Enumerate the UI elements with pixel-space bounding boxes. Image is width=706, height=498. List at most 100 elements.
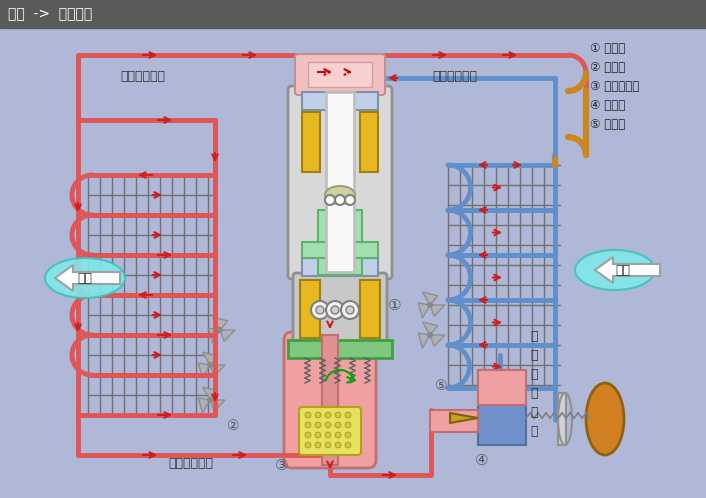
FancyBboxPatch shape	[295, 54, 385, 95]
Text: 高温高压气态: 高温高压气态	[120, 70, 165, 83]
FancyBboxPatch shape	[284, 332, 376, 468]
Bar	[300, 280, 320, 338]
Polygon shape	[418, 333, 430, 348]
Polygon shape	[595, 257, 660, 283]
Circle shape	[311, 301, 329, 319]
Text: 中温高压液态: 中温高压液态	[168, 457, 213, 470]
Bar	[302, 92, 378, 110]
Circle shape	[427, 302, 433, 308]
Bar	[360, 112, 378, 172]
FancyBboxPatch shape	[288, 86, 392, 279]
Text: ⑤ 蔓发器: ⑤ 蔓发器	[590, 118, 626, 130]
Bar	[0, 0, 706, 28]
Polygon shape	[213, 317, 228, 330]
Polygon shape	[210, 365, 225, 376]
Circle shape	[305, 422, 311, 428]
Bar	[302, 258, 378, 276]
Polygon shape	[418, 303, 430, 318]
Text: ③ 储液干燥器: ③ 储液干燥器	[590, 80, 639, 93]
Text: ①: ①	[388, 298, 402, 313]
Circle shape	[315, 442, 321, 448]
Circle shape	[305, 442, 311, 448]
Circle shape	[341, 301, 359, 319]
Circle shape	[345, 412, 351, 418]
Circle shape	[335, 412, 341, 418]
Text: 低: 低	[530, 368, 537, 381]
Text: 吸热: 吸热	[615, 263, 630, 276]
Ellipse shape	[325, 186, 355, 204]
Circle shape	[345, 422, 351, 428]
Ellipse shape	[586, 383, 624, 455]
Circle shape	[325, 442, 331, 448]
Polygon shape	[203, 352, 217, 365]
Bar	[326, 92, 354, 272]
Bar	[360, 280, 380, 338]
Polygon shape	[422, 322, 438, 335]
Text: ④: ④	[475, 453, 489, 468]
Circle shape	[345, 442, 351, 448]
Text: 态: 态	[530, 425, 537, 438]
Circle shape	[346, 306, 354, 314]
Polygon shape	[208, 328, 220, 343]
Circle shape	[345, 432, 351, 438]
Circle shape	[331, 306, 339, 314]
Bar	[430, 410, 478, 432]
Text: 压: 压	[530, 387, 537, 400]
Polygon shape	[422, 292, 438, 305]
Circle shape	[315, 432, 321, 438]
FancyBboxPatch shape	[293, 273, 387, 344]
Circle shape	[335, 432, 341, 438]
Bar	[288, 340, 392, 358]
Circle shape	[325, 422, 331, 428]
Text: ② 冷凝器: ② 冷凝器	[590, 60, 626, 74]
Bar	[478, 370, 526, 405]
Bar	[318, 210, 362, 275]
Circle shape	[207, 362, 213, 368]
Polygon shape	[55, 265, 120, 291]
Text: ②: ②	[227, 419, 239, 433]
Polygon shape	[220, 330, 235, 341]
Text: ⑤: ⑤	[435, 379, 448, 393]
Text: ④ 膨胀阀: ④ 膨胀阀	[590, 99, 626, 112]
Bar	[478, 370, 526, 445]
Bar	[558, 393, 566, 445]
Circle shape	[335, 442, 341, 448]
Text: 液: 液	[530, 406, 537, 419]
Circle shape	[305, 412, 311, 418]
Bar	[308, 62, 372, 87]
Circle shape	[316, 306, 324, 314]
Circle shape	[305, 432, 311, 438]
Polygon shape	[430, 305, 445, 316]
Circle shape	[217, 327, 223, 333]
Text: 温: 温	[530, 349, 537, 362]
Circle shape	[345, 195, 355, 205]
Circle shape	[325, 195, 335, 205]
Circle shape	[207, 397, 213, 403]
Circle shape	[315, 412, 321, 418]
Bar	[302, 242, 378, 258]
Circle shape	[335, 195, 345, 205]
Text: 散热: 散热	[77, 271, 92, 284]
Ellipse shape	[45, 258, 125, 298]
Text: 原理  ->  制冷原理: 原理 -> 制冷原理	[8, 7, 92, 21]
FancyBboxPatch shape	[299, 407, 361, 455]
Text: 低温低压气态: 低温低压气态	[432, 70, 477, 83]
Circle shape	[427, 332, 433, 338]
Circle shape	[326, 301, 344, 319]
Bar	[322, 335, 338, 465]
Text: ③: ③	[275, 458, 289, 473]
Circle shape	[315, 422, 321, 428]
Ellipse shape	[575, 250, 655, 290]
Polygon shape	[203, 387, 217, 400]
Circle shape	[325, 412, 331, 418]
Text: 低: 低	[530, 330, 537, 343]
Polygon shape	[198, 363, 210, 378]
Polygon shape	[450, 413, 478, 423]
Polygon shape	[430, 335, 445, 346]
Text: ① 压缩机: ① 压缩机	[590, 41, 626, 54]
Bar	[302, 112, 320, 172]
Polygon shape	[210, 400, 225, 411]
Polygon shape	[198, 398, 210, 413]
Circle shape	[335, 422, 341, 428]
Circle shape	[325, 432, 331, 438]
